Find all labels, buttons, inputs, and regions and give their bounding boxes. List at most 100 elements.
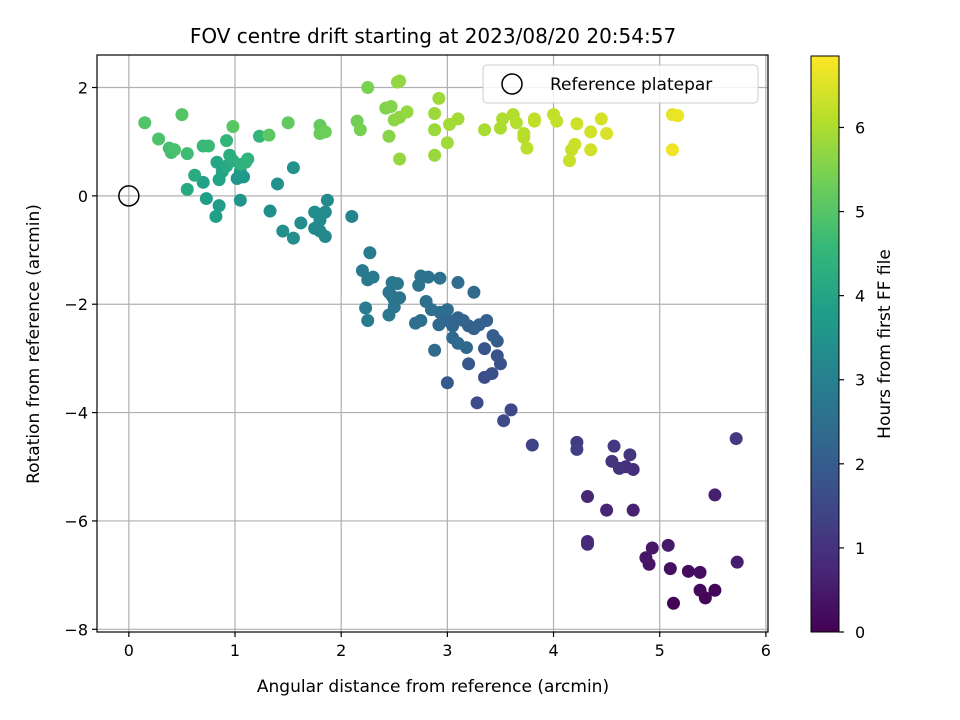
- data-point: [667, 596, 681, 610]
- data-point: [462, 357, 476, 371]
- y-tick-label: 0: [78, 187, 88, 206]
- data-point: [241, 152, 255, 166]
- data-point: [490, 349, 504, 363]
- data-point: [562, 154, 576, 168]
- x-axis-label: Angular distance from reference (arcmin): [257, 677, 609, 697]
- legend: Reference platepar: [482, 64, 759, 104]
- chart-title: FOV centre drift starting at 2023/08/20 …: [190, 24, 676, 48]
- data-point: [175, 108, 189, 122]
- colorbar-tick-label: 3: [855, 371, 865, 390]
- data-point: [665, 143, 679, 157]
- colorbar-tick-label: 1: [855, 539, 865, 558]
- data-point: [419, 295, 433, 309]
- colorbar: [810, 55, 840, 633]
- data-point: [318, 205, 332, 219]
- data-point: [428, 148, 442, 162]
- data-point: [440, 376, 454, 390]
- data-point: [286, 161, 300, 175]
- data-point: [446, 331, 460, 345]
- data-point: [550, 114, 564, 128]
- x-axis-ticks: 0 1 2 3 4 5 6: [124, 632, 771, 660]
- plot-frame: [96, 54, 769, 633]
- data-point: [286, 231, 300, 245]
- data-point: [663, 562, 677, 576]
- data-point: [568, 137, 582, 151]
- colorbar-tick-label: 0: [855, 623, 865, 642]
- data-point: [433, 271, 447, 285]
- data-points: [138, 74, 744, 610]
- data-point: [353, 123, 367, 137]
- data-point: [600, 503, 614, 517]
- data-point: [382, 129, 396, 143]
- data-point: [451, 112, 465, 126]
- data-point: [393, 74, 407, 88]
- colorbar-tick-label: 4: [855, 287, 865, 306]
- data-point: [428, 107, 442, 121]
- data-point: [432, 91, 446, 105]
- data-point: [451, 276, 465, 290]
- data-point: [478, 123, 492, 137]
- data-point: [478, 342, 492, 356]
- data-point: [345, 209, 359, 223]
- data-point: [440, 136, 454, 150]
- data-point: [600, 127, 614, 141]
- data-point: [252, 129, 266, 143]
- y-tick-label: 2: [78, 79, 88, 98]
- data-point: [201, 139, 215, 153]
- legend-marker-icon: [501, 73, 523, 95]
- data-point: [525, 438, 539, 452]
- data-point: [729, 432, 743, 446]
- data-point: [527, 112, 541, 126]
- y-axis-label: Rotation from reference (arcmin): [24, 204, 44, 484]
- data-point: [212, 199, 226, 213]
- x-tick-label: 5: [655, 641, 665, 660]
- colorbar-tick-label: 2: [855, 455, 865, 474]
- data-point: [199, 192, 213, 206]
- data-point: [730, 555, 744, 569]
- data-point: [708, 488, 722, 502]
- y-tick-label: −4: [64, 404, 88, 423]
- x-tick-label: 2: [336, 641, 346, 660]
- data-point: [263, 204, 277, 218]
- data-point: [584, 125, 598, 139]
- data-point: [393, 152, 407, 166]
- data-point: [428, 343, 442, 357]
- data-point: [486, 329, 500, 343]
- y-tick-label: −6: [64, 512, 88, 531]
- data-point: [180, 182, 194, 196]
- data-point: [432, 318, 446, 332]
- data-point: [355, 264, 369, 278]
- data-point: [708, 583, 722, 597]
- reference-point: [118, 185, 140, 207]
- data-point: [384, 99, 398, 113]
- data-point: [607, 439, 621, 453]
- data-point: [470, 396, 484, 410]
- data-point: [517, 130, 531, 144]
- data-point: [594, 112, 608, 126]
- data-point: [220, 134, 234, 148]
- data-point: [645, 541, 659, 555]
- data-point: [188, 168, 202, 182]
- legend-box: [482, 64, 759, 104]
- data-point: [209, 209, 223, 223]
- data-point: [400, 105, 414, 119]
- data-point: [276, 224, 290, 238]
- colorbar-tick-label: 6: [855, 118, 865, 137]
- data-point: [661, 538, 675, 552]
- data-point: [361, 81, 375, 95]
- data-point: [428, 123, 442, 137]
- data-point: [496, 112, 510, 126]
- data-point: [385, 276, 399, 290]
- data-point: [168, 143, 182, 157]
- colorbar-ticks: 0 1 2 3 4 5 6: [839, 118, 865, 642]
- data-point: [318, 125, 332, 139]
- data-point: [504, 403, 518, 417]
- data-point: [681, 564, 695, 578]
- data-point: [605, 454, 619, 468]
- y-axis-ticks: −8 −6 −4 −2 0 2: [64, 79, 97, 639]
- data-point: [226, 120, 240, 134]
- data-point: [294, 216, 308, 230]
- data-point: [412, 278, 426, 292]
- data-point: [262, 128, 276, 142]
- data-point: [308, 205, 322, 219]
